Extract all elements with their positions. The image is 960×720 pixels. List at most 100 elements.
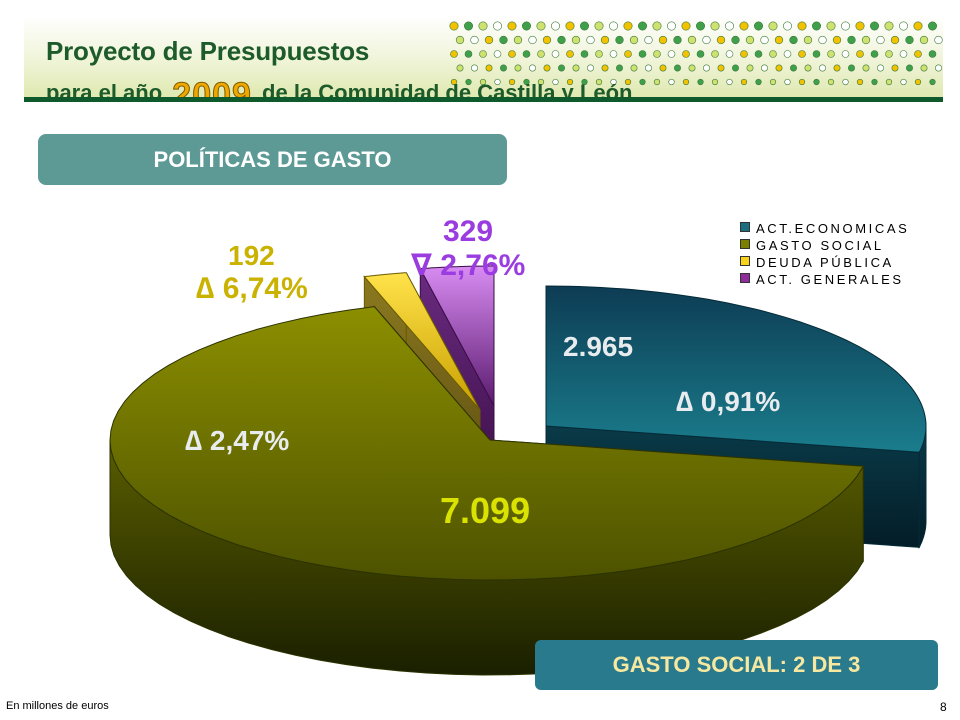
slice-gasto-social [109,306,865,581]
banner-dot [833,64,841,72]
banner-dot [890,35,900,45]
banner-dot [726,78,733,86]
banner-dot [688,64,696,72]
banner-dot [523,78,530,86]
banner-dot [803,35,813,45]
banner-dot [479,78,487,86]
banner-dot [551,50,560,58]
banner-dot [508,78,516,86]
banner-dot [537,78,545,86]
banner-dot [885,50,893,58]
banner-dot [645,64,652,72]
banner-dot [703,64,710,72]
header-banner: Proyecto de Presupuestos para el año 200… [24,16,943,102]
banner-dot [668,78,675,86]
banner-dot [571,35,581,45]
banner-dot [847,35,856,45]
banner-dot [581,78,588,86]
banner-dot [492,21,502,31]
banner-dot [470,35,479,45]
banner-dot [463,21,473,31]
banner-dot [798,78,806,86]
banner-dot [929,78,936,86]
banner-dot [658,35,668,45]
banner-dot [869,21,879,31]
banner-dot [755,78,762,86]
banner-dot [455,35,465,45]
banner-dot [449,21,459,31]
banner-dot [682,50,690,58]
banner-dot [572,64,580,72]
banner-dot [784,78,791,86]
section-label: POLÍTICAS DE GASTO [38,134,507,185]
banner-dot [769,78,777,86]
banner-dot [566,78,574,86]
banner-dot [624,50,632,58]
banner-dot [840,21,850,31]
banner-dot [775,64,783,72]
banner-dot [536,21,546,31]
banner-dot [499,35,508,45]
banner-dot [587,64,594,72]
banner-dot [623,21,633,31]
banner-dot [876,35,885,45]
banner-dot [529,64,536,72]
banner-dot [494,78,501,86]
banner-dot [934,35,943,45]
banner-dot [827,78,835,86]
banner-dot [842,78,849,86]
banner-dot [811,21,821,31]
banner-dot [711,78,719,86]
banner-dot [760,35,769,45]
banner-dot [542,35,552,45]
value-label-act-economicas: 2.965 [563,331,634,362]
banner-dot [745,35,755,45]
change-label-act-generales: ∇ 2,76% [411,249,526,282]
banner-dot [514,64,522,72]
banner-dot [870,50,879,58]
banner-dot [667,21,677,31]
value-label-act-generales: 329 [443,215,494,248]
chart-legend: ACT.ECONOMICAS GASTO SOCIAL DEUDA PÚBLICA A… [740,220,909,288]
page-number: 8 [940,700,947,714]
banner-dot [848,64,855,72]
banner-dot [927,21,937,31]
banner-dot [813,78,820,86]
banner-dot [797,21,807,31]
banner-dot [818,35,827,45]
banner-dot [595,78,603,86]
banner-dot [711,50,719,58]
legend-label-deuda-publica: DEUDA PÚBLICA [756,255,894,270]
banner-dot [659,64,667,72]
banner-dot [687,35,697,45]
banner-dot [855,21,865,31]
banner-dot [856,78,864,86]
banner-dot [696,21,706,31]
banner-dot [884,21,894,31]
banner-dot [826,21,836,31]
banner-dot [739,21,749,31]
banner-dot [891,64,899,72]
banner-dot [624,78,632,86]
banner-dot [885,78,893,86]
banner-dot [522,50,531,58]
banner-dot [513,35,523,45]
banner-dot [565,21,575,31]
banner-dot [877,64,884,72]
header-title-prefix: para el año [46,80,163,102]
banner-dot [543,64,551,72]
banner-dot [638,21,648,31]
value-label-deuda-publica: 192 [228,240,275,271]
banner-dot [609,21,619,31]
banner-dot [725,50,734,58]
banner-dot [609,50,618,58]
slice-act-economicas [545,285,927,453]
banner-dot [484,35,494,45]
banner-dot [586,35,595,45]
legend-swatch-act-generales [740,273,750,283]
summary-box: GASTO SOCIAL: 2 DE 3 [535,640,938,690]
legend-swatch-act-economicas [740,222,750,232]
legend-item-deuda-publica: DEUDA PÚBLICA [740,254,909,271]
legend-item-gasto-social: GASTO SOCIAL [740,237,909,254]
banner-dot [914,78,922,86]
